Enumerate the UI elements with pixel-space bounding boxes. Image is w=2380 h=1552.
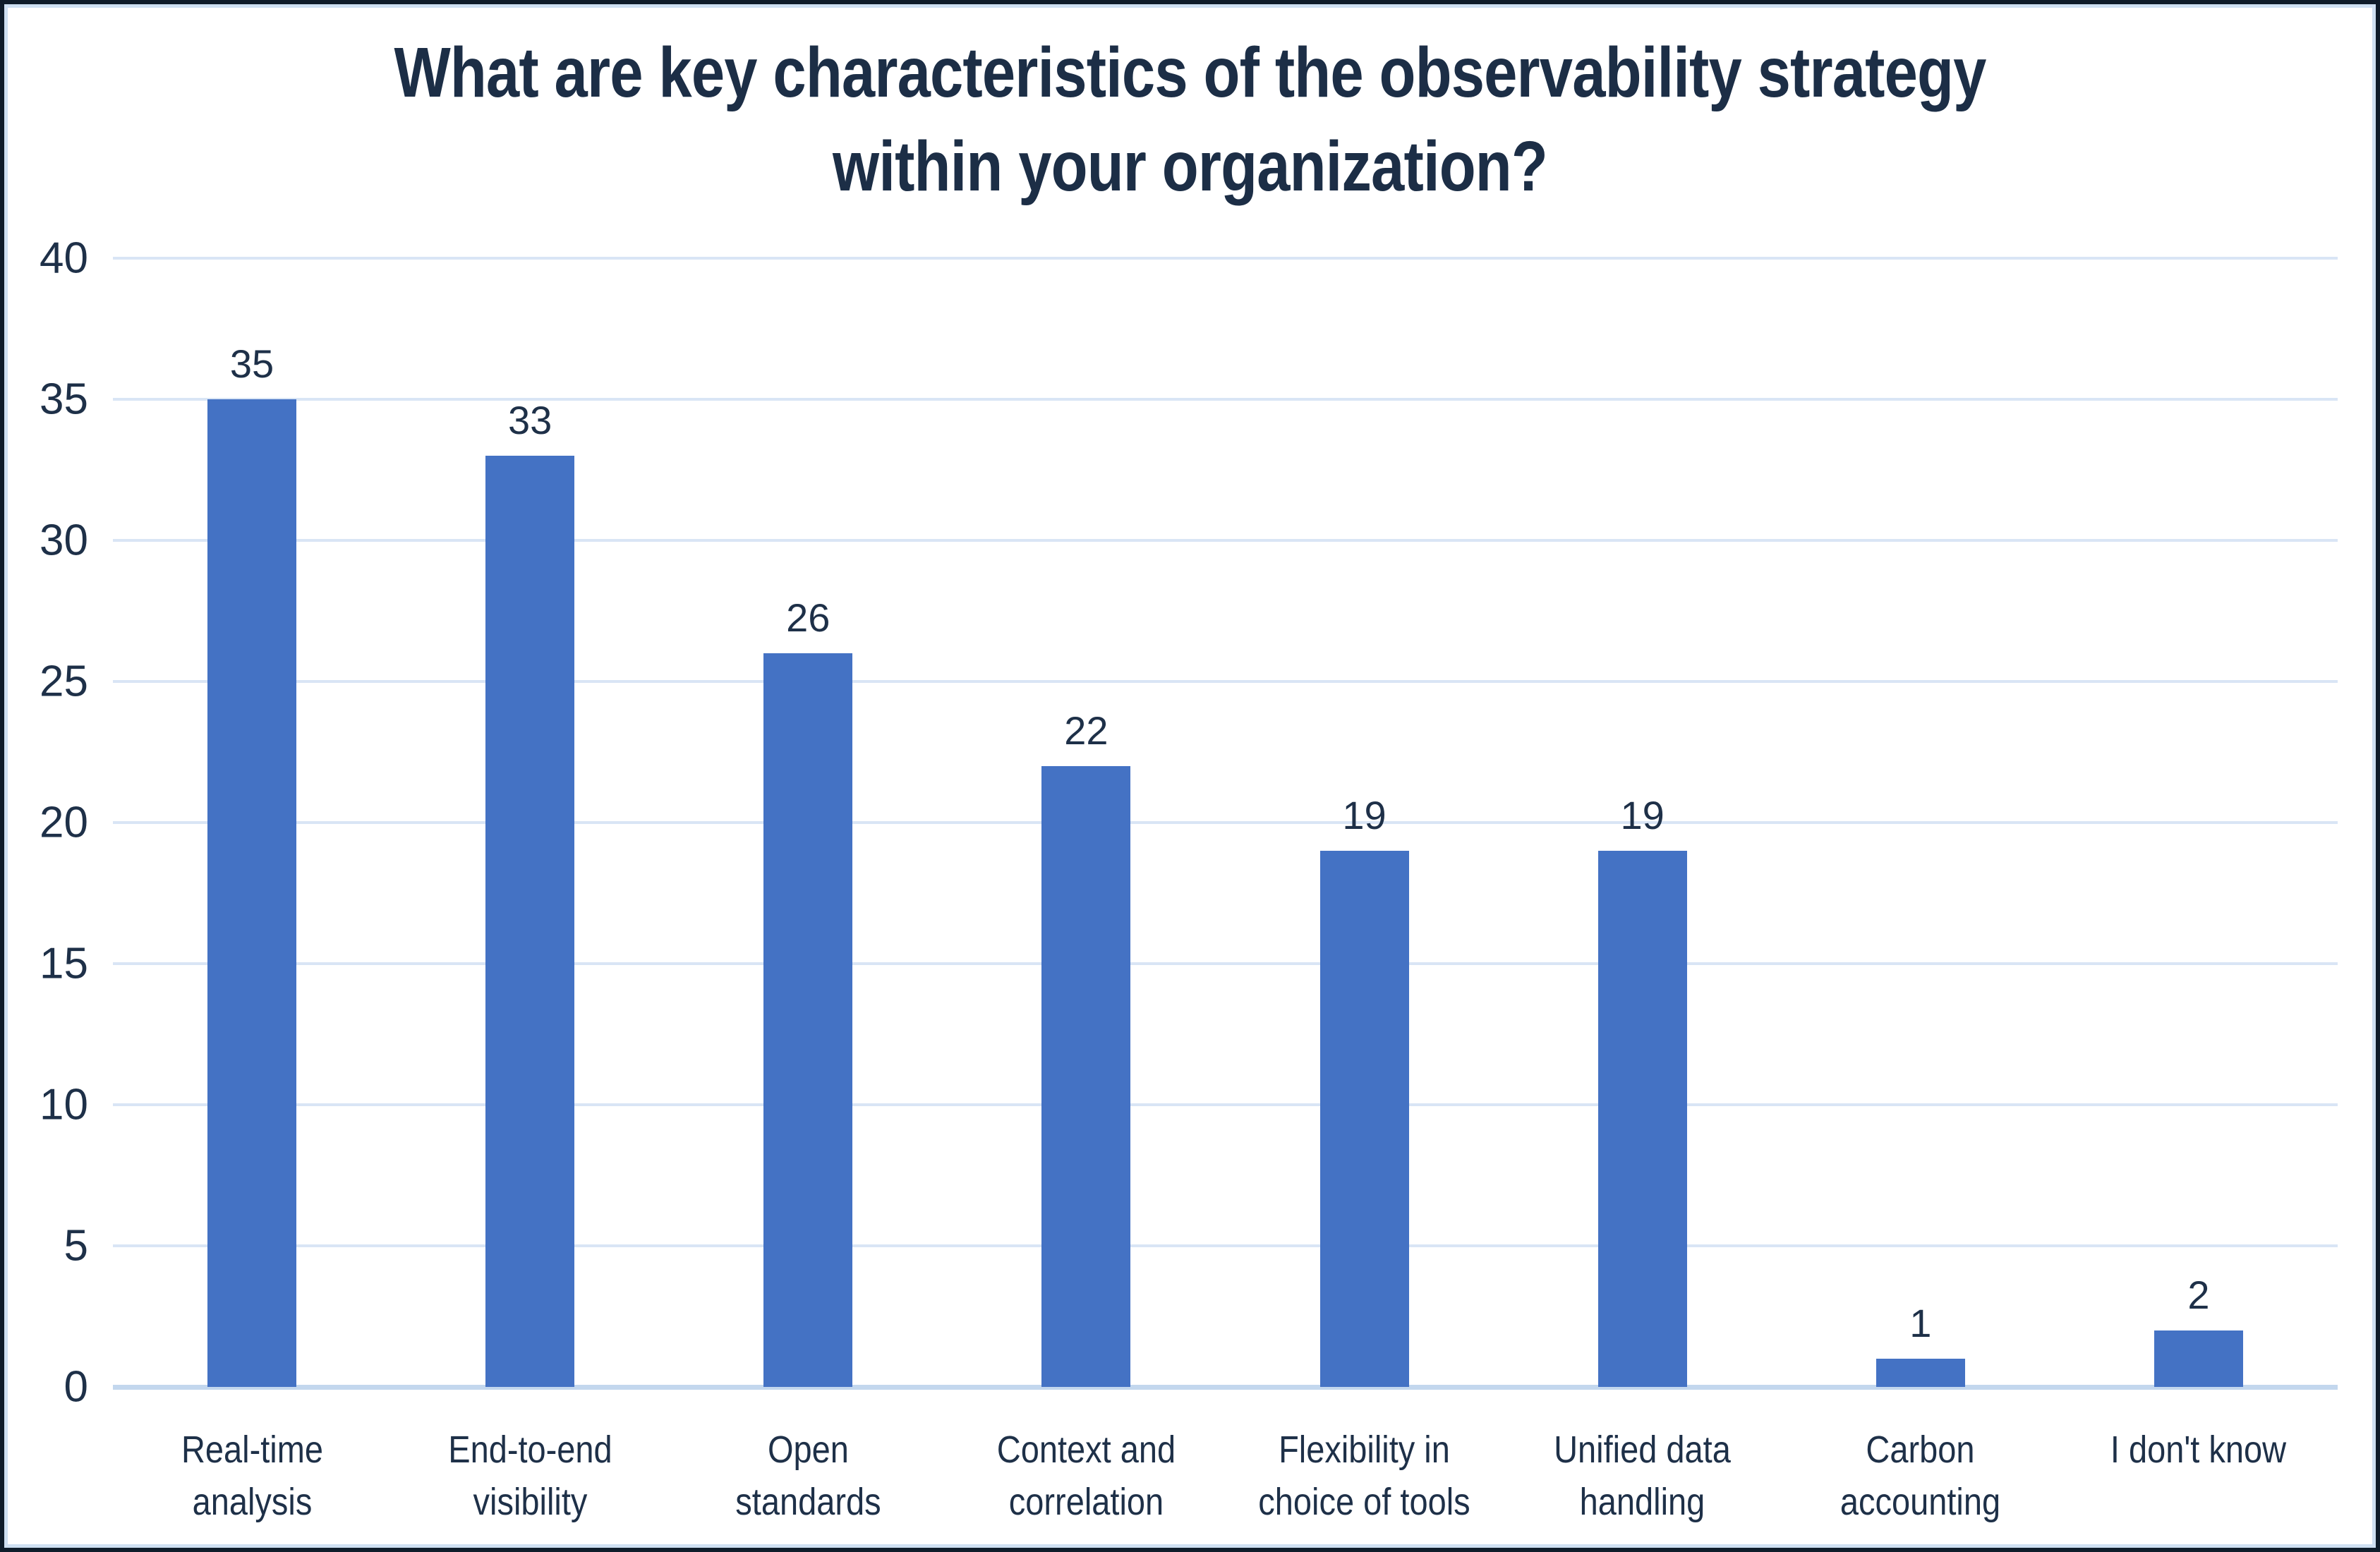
x-axis-category-label: Context and correlation: [996, 1429, 1176, 1523]
bar: [1319, 851, 1409, 1387]
y-tick-label: 35: [40, 375, 88, 424]
bar: [2154, 1330, 2243, 1387]
y-tick-label: 40: [40, 234, 88, 283]
bar-value-label: 2: [2187, 1273, 2210, 1317]
x-axis-category-label: Open standards: [735, 1429, 881, 1523]
y-axis: 40 35 30 25 20 15 10 5 0: [8, 234, 92, 1412]
bar: [485, 456, 575, 1387]
y-tick-label: 5: [64, 1221, 88, 1271]
bar-slot-unified-data-handling: 19 Unified data handling: [1504, 258, 1782, 1523]
gridline-5: [113, 1244, 2338, 1247]
x-axis-category-label: Flexibility in choice of tools: [1258, 1429, 1470, 1523]
gridline-30: [113, 539, 2338, 542]
bar-value-label: 19: [1342, 793, 1387, 837]
bar-value-label: 1: [1909, 1301, 1932, 1345]
bar-slot-carbon-accounting: 1 Carbon accounting: [1782, 258, 2060, 1523]
bar: [1875, 1359, 1965, 1387]
bar-slot-real-time-analysis: 35 Real-time analysis: [113, 258, 391, 1523]
y-tick-label: 10: [40, 1080, 88, 1129]
bar: [207, 399, 297, 1387]
bar: [1041, 766, 1131, 1387]
gridline-25: [113, 680, 2338, 683]
bar: [1597, 851, 1687, 1387]
chart-title: What are key characteristics of the obse…: [394, 33, 1986, 206]
bar-value-label: 22: [1064, 708, 1109, 753]
gridline-40: [113, 257, 2338, 260]
bar-value-label: 26: [786, 595, 830, 640]
chart-frame: What are key characteristics of the obse…: [4, 4, 2376, 1548]
bar-slot-end-to-end-visibility: 33 End-to-end visibility: [391, 258, 669, 1523]
bar-value-label: 33: [508, 398, 552, 442]
x-axis-category-label: Unified data handling: [1554, 1429, 1732, 1523]
x-axis-category-label: Real-time analysis: [181, 1429, 323, 1523]
y-tick-label: 15: [40, 939, 88, 988]
bar: [763, 653, 853, 1387]
x-axis-line: [113, 1385, 2338, 1390]
gridline-10: [113, 1103, 2338, 1106]
y-tick-label: 0: [64, 1362, 88, 1412]
bar-slot-i-dont-know: 2 I don't know: [2060, 258, 2338, 1471]
bar-value-label: 19: [1620, 793, 1665, 837]
gridline-15: [113, 962, 2338, 965]
y-tick-label: 25: [40, 657, 88, 706]
gridline-35: [113, 398, 2338, 401]
bar-slot-open-standards: 26 Open standards: [669, 258, 947, 1523]
y-tick-label: 20: [40, 798, 88, 847]
bar-value-label: 35: [229, 341, 274, 386]
bar-slot-context-and-correlation: 22 Context and correlation: [947, 258, 1225, 1523]
x-axis-category-label: Carbon accounting: [1840, 1429, 2001, 1523]
gridline-20: [113, 821, 2338, 824]
plot-area: [113, 257, 2338, 1390]
bar-slot-flexibility-in-choice-of-tools: 19 Flexibility in choice of tools: [1226, 258, 1504, 1523]
y-tick-label: 30: [40, 516, 88, 565]
x-axis-category-label: I don't know: [2110, 1429, 2287, 1471]
x-axis-category-label: End-to-end visibility: [447, 1429, 612, 1523]
